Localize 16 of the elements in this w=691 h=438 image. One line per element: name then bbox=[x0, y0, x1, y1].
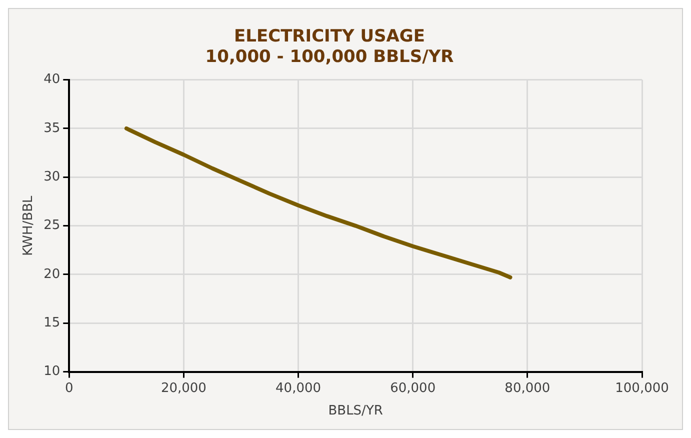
x-tick-label: 60,000 bbox=[390, 380, 436, 396]
x-axis-title: BBLS/YR bbox=[328, 404, 383, 419]
y-axis-title: KWH/BBL bbox=[21, 194, 36, 256]
chart-title: ELECTRICITY USAGE 10,000 - 100,000 BBLS/YR bbox=[205, 26, 454, 68]
x-tick-label: 0 bbox=[65, 380, 74, 396]
x-tick-label: 100,000 bbox=[615, 380, 669, 396]
y-tick-label: 20 bbox=[44, 266, 60, 282]
y-tick-label: 25 bbox=[44, 218, 60, 234]
y-tick-label: 15 bbox=[44, 316, 60, 331]
y-tick-label: 35 bbox=[44, 120, 60, 136]
y-tick-label: 30 bbox=[44, 170, 60, 185]
x-tick-label: 40,000 bbox=[276, 380, 322, 396]
y-tick-label: 10 bbox=[44, 364, 60, 380]
x-tick-label: 80,000 bbox=[504, 380, 550, 396]
y-tick-label: 40 bbox=[44, 72, 60, 88]
x-tick-label: 20,000 bbox=[160, 380, 206, 396]
